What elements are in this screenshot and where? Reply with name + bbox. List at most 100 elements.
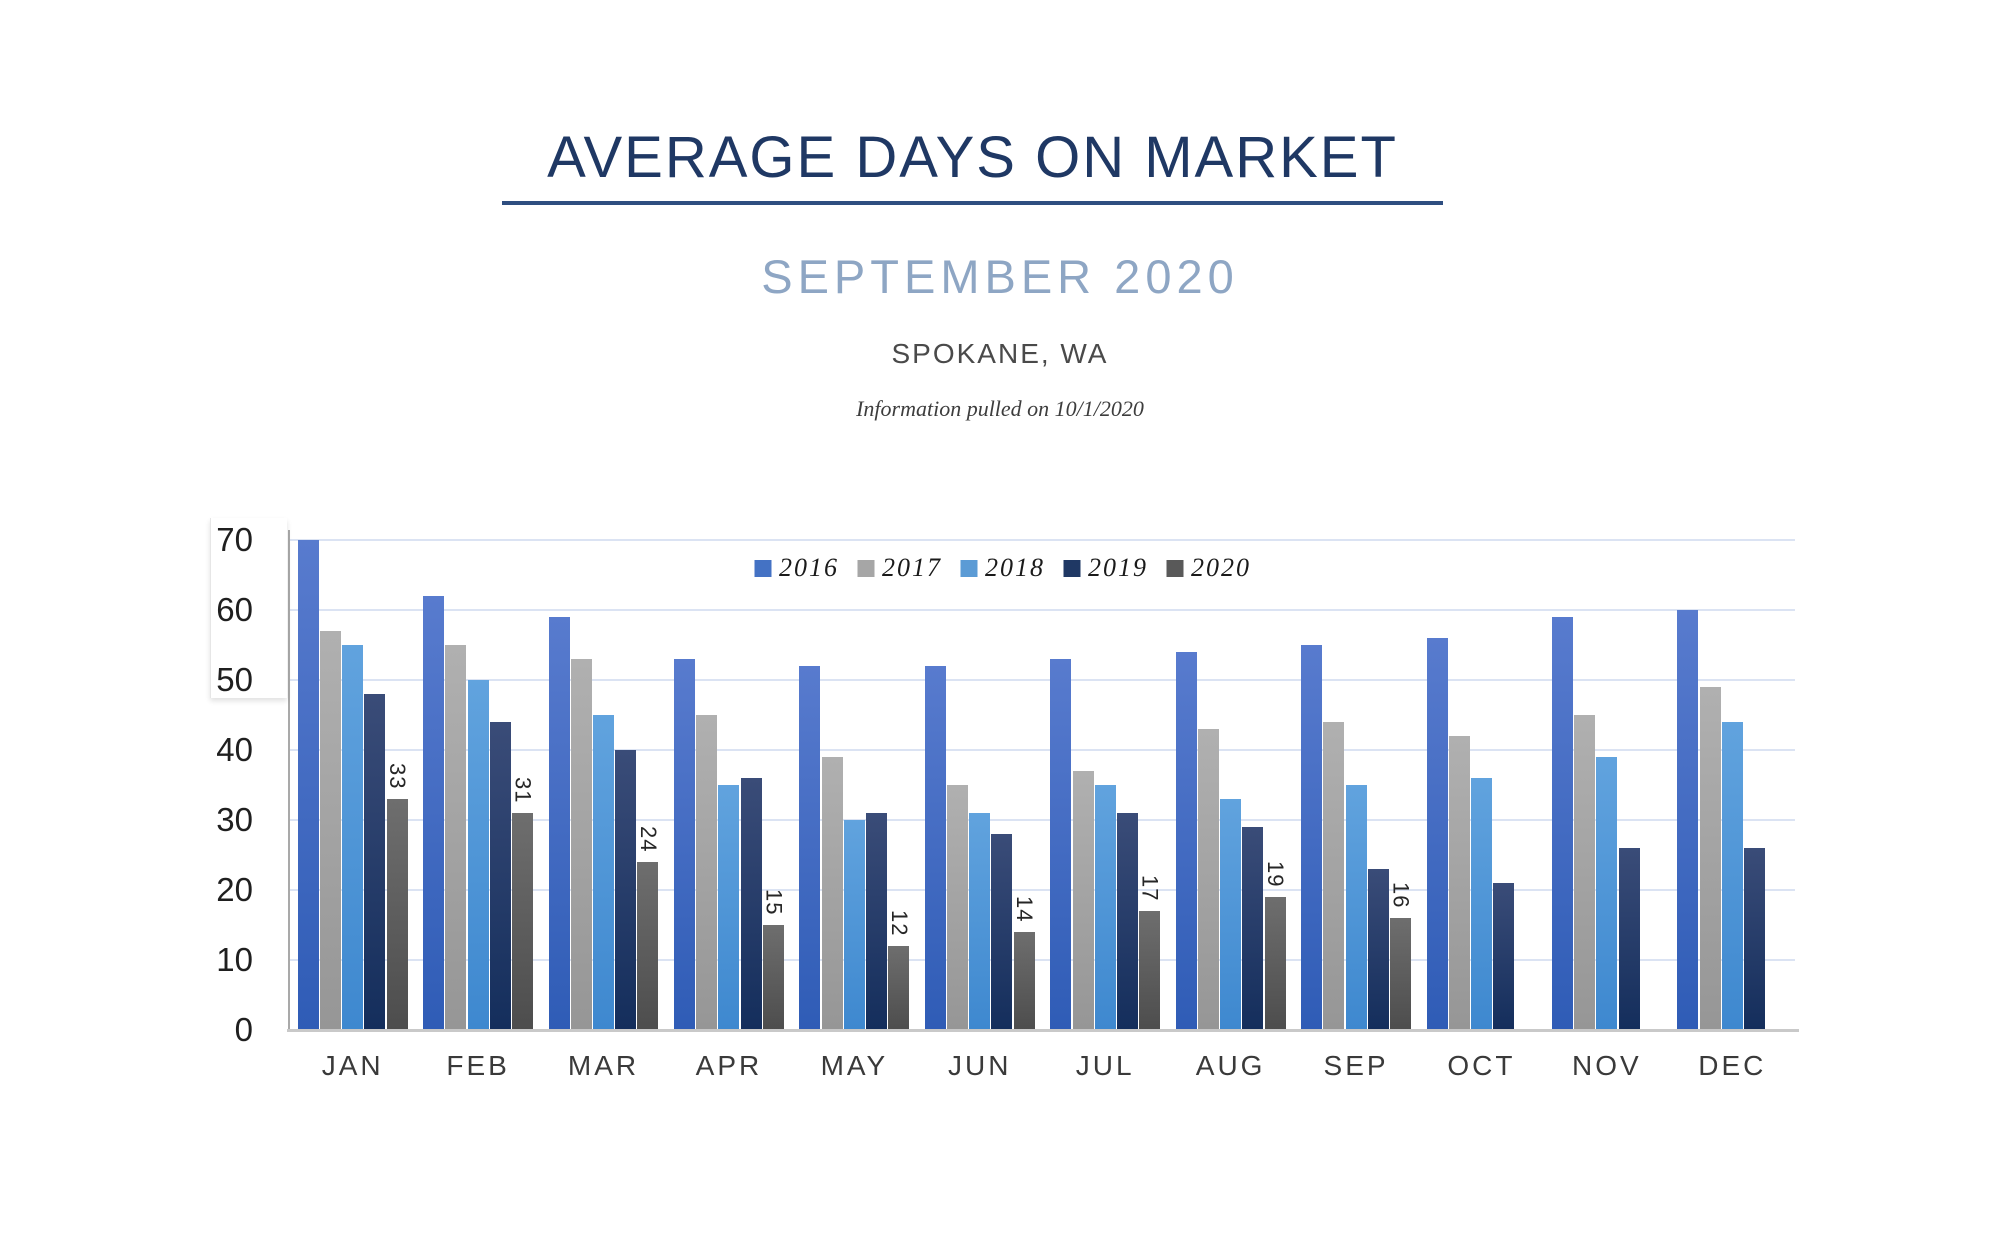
legend-item-2019: 2019 — [1063, 553, 1148, 583]
bar-2018-may — [843, 820, 865, 1030]
x-axis-label-jul: JUL — [1075, 1050, 1135, 1081]
x-axis-label-apr: APR — [695, 1050, 763, 1081]
legend-label-2018: 2018 — [985, 553, 1045, 582]
y-tick-label-50: 50 — [216, 661, 253, 698]
page-title: AVERAGE DAYS ON MARKET — [547, 125, 1398, 190]
y-tick-label-40: 40 — [216, 731, 253, 768]
bar-2017-jun — [947, 785, 969, 1030]
x-axis-label-aug: AUG — [1195, 1050, 1266, 1081]
bar-2016-oct — [1426, 638, 1448, 1030]
bar-2016-dec — [1677, 610, 1699, 1030]
report-month-subtitle: SEPTEMBER 2020 — [761, 250, 1239, 303]
bar-2019-nov — [1618, 848, 1640, 1030]
gridline-70 — [290, 539, 1795, 541]
bar-2017-dec — [1699, 687, 1721, 1030]
x-axis-label-sep: SEP — [1323, 1050, 1389, 1081]
bar-2020-feb — [512, 813, 534, 1030]
legend-swatch-2016 — [754, 559, 771, 577]
data-label-sep: 16 — [1388, 881, 1414, 908]
bar-2018-oct — [1470, 778, 1492, 1030]
bar-2018-dec — [1721, 722, 1743, 1030]
y-tick-label-20: 20 — [216, 871, 253, 908]
bar-2018-apr — [718, 785, 740, 1030]
bar-2018-jul — [1094, 785, 1116, 1030]
y-tick-label-60: 60 — [216, 591, 253, 628]
bar-2016-jan — [297, 540, 319, 1030]
bar-2017-sep — [1323, 722, 1345, 1030]
y-tick-label-70: 70 — [216, 521, 253, 558]
title-underline — [502, 201, 1443, 205]
gridline-30 — [290, 819, 1795, 821]
bar-2016-apr — [674, 659, 696, 1030]
data-label-mar: 24 — [635, 825, 661, 852]
bar-2019-oct — [1493, 883, 1515, 1030]
y-tick-label-0: 0 — [234, 1011, 253, 1048]
bar-2020-jun — [1013, 932, 1035, 1030]
bar-2016-jul — [1050, 659, 1072, 1030]
legend-item-2020: 2020 — [1166, 553, 1251, 583]
data-label-jan: 33 — [385, 762, 411, 789]
legend-label-2020: 2020 — [1191, 553, 1251, 582]
gridline-20 — [290, 889, 1795, 891]
bar-2017-jan — [320, 631, 341, 1030]
bar-2018-mar — [593, 715, 615, 1030]
data-label-apr: 15 — [761, 888, 787, 915]
bar-2017-oct — [1448, 736, 1470, 1030]
bar-2019-jun — [991, 834, 1013, 1030]
bar-2017-nov — [1574, 715, 1596, 1030]
data-label-jun: 14 — [1012, 895, 1038, 922]
x-axis-label-nov: NOV — [1572, 1050, 1642, 1081]
bar-2019-jul — [1116, 813, 1138, 1030]
bar-2017-aug — [1197, 729, 1219, 1030]
chart-legend: 2016 2017 2018 2019 2020 — [754, 553, 1251, 583]
data-label-may: 12 — [886, 909, 912, 936]
data-label-feb: 31 — [510, 776, 536, 803]
bar-2019-may — [866, 813, 888, 1030]
bar-2020-aug — [1264, 897, 1286, 1030]
bar-2016-mar — [548, 617, 570, 1030]
legend-label-2016: 2016 — [779, 553, 839, 582]
legend-swatch-2019 — [1063, 559, 1080, 577]
bar-2018-sep — [1345, 785, 1367, 1030]
legend-item-2018: 2018 — [960, 553, 1045, 583]
bar-2019-sep — [1367, 869, 1389, 1030]
bar-2017-apr — [696, 715, 718, 1030]
x-axis-label-feb: FEB — [446, 1050, 510, 1081]
bar-2017-jul — [1072, 771, 1094, 1030]
gridline-60 — [290, 609, 1795, 611]
bar-2019-mar — [615, 750, 637, 1030]
legend-item-2016: 2016 — [754, 553, 839, 583]
legend-label-2019: 2019 — [1088, 553, 1148, 582]
bar-2019-apr — [740, 778, 762, 1030]
y-tick-label-10: 10 — [216, 941, 253, 978]
x-axis-label-mar: MAR — [567, 1050, 640, 1081]
x-axis-labels: JAN FEB MAR APR MAY JUN JUL AUG SEP OCT NOV DEC — [290, 1050, 1795, 1100]
bar-2016-may — [799, 666, 821, 1030]
x-axis-label-jan: JAN — [321, 1050, 384, 1081]
bar-chart-plot-area: 2016 2017 2018 2019 2020 33 31 24 15 12 14 17 19 16 — [287, 530, 1799, 1032]
axis-patch-artifact — [210, 518, 287, 698]
legend-item-2017: 2017 — [857, 553, 942, 583]
bar-2017-may — [821, 757, 843, 1030]
bar-2016-feb — [423, 596, 445, 1030]
bar-2018-feb — [467, 680, 489, 1030]
bar-2016-nov — [1551, 617, 1573, 1030]
bar-2016-sep — [1301, 645, 1323, 1030]
data-label-jul: 17 — [1137, 874, 1163, 901]
bar-2017-mar — [570, 659, 592, 1030]
legend-swatch-2020 — [1166, 559, 1183, 577]
legend-label-2017: 2017 — [882, 553, 942, 582]
legend-swatch-2018 — [960, 559, 977, 577]
bar-2019-jan — [364, 694, 386, 1030]
legend-swatch-2017 — [857, 559, 874, 577]
bar-2018-jun — [969, 813, 991, 1030]
bar-2016-jun — [924, 666, 946, 1030]
x-axis-label-jun: JUN — [948, 1050, 1012, 1081]
bar-2019-dec — [1743, 848, 1765, 1030]
y-tick-label-30: 30 — [216, 801, 253, 838]
bar-2018-nov — [1596, 757, 1618, 1030]
bar-2020-mar — [637, 862, 659, 1030]
x-axis-label-may: MAY — [820, 1050, 889, 1081]
x-axis-label-dec: DEC — [1698, 1050, 1767, 1081]
gridline-40 — [290, 749, 1795, 751]
